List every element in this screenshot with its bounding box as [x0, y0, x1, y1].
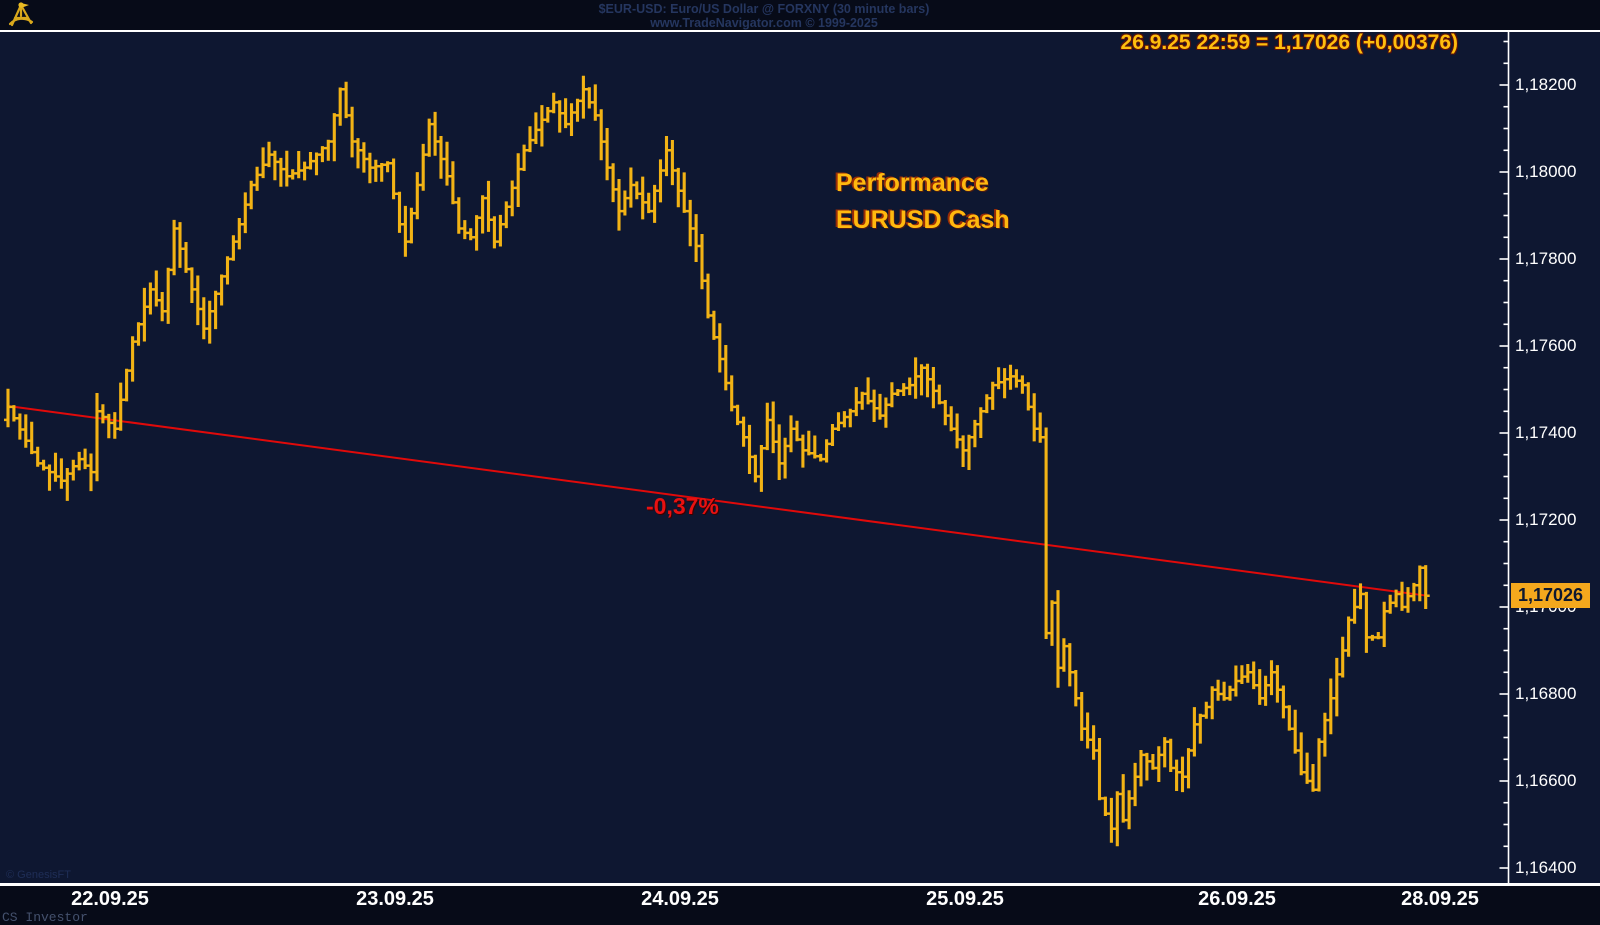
cs-investor-credit: CS Investor — [2, 910, 88, 925]
bottom-separator — [0, 883, 1600, 886]
last-quote-readout: 26.9.25 22:59 = 1,17026 (+0,00376) — [1120, 31, 1458, 54]
site-credit: www.TradeNavigator.com © 1999-2025 — [650, 16, 878, 30]
header-titles: $EUR-USD: Euro/US Dollar @ FORXNY (30 mi… — [0, 0, 1528, 30]
x-axis-label: 28.09.25 — [1401, 888, 1479, 910]
performance-annotation-line1: Performance — [836, 169, 989, 197]
last-price-marker: 1,17026 — [1511, 583, 1590, 608]
y-axis-label: 1,17800 — [1515, 249, 1577, 268]
y-axis-label: 1,17400 — [1515, 423, 1577, 442]
trendline-label: -0,37% — [646, 493, 719, 519]
genesis-credit: © GenesisFT — [6, 869, 71, 881]
chart-title: $EUR-USD: Euro/US Dollar @ FORXNY (30 mi… — [598, 2, 930, 16]
performance-annotation: Performance EURUSD Cash — [836, 165, 1010, 239]
y-axis-label: 1,16400 — [1515, 858, 1577, 877]
y-axis-label: 1,16600 — [1515, 771, 1577, 790]
performance-annotation-line2: EURUSD Cash — [836, 206, 1010, 234]
trade-navigator-logo-icon — [8, 2, 34, 27]
y-axis-label: 1,17200 — [1515, 510, 1577, 529]
y-axis-ticks — [1499, 32, 1510, 883]
y-axis-label: 1,18000 — [1515, 162, 1577, 181]
header-strip — [0, 0, 1600, 30]
y-axis-label: 1,18200 — [1515, 75, 1577, 94]
x-axis-label: 25.09.25 — [926, 888, 1004, 910]
price-bars — [4, 75, 1430, 847]
x-axis-label: 22.09.25 — [71, 888, 149, 910]
footer-strip — [0, 886, 1600, 925]
x-axis-label: 23.09.25 — [356, 888, 434, 910]
top-separator — [0, 30, 1600, 32]
x-axis-label: 26.09.25 — [1198, 888, 1276, 910]
y-axis-label: 1,17600 — [1515, 336, 1577, 355]
y-axis-label: 1,16800 — [1515, 684, 1577, 703]
x-axis-label: 24.09.25 — [641, 888, 719, 910]
trendline — [7, 405, 1427, 597]
